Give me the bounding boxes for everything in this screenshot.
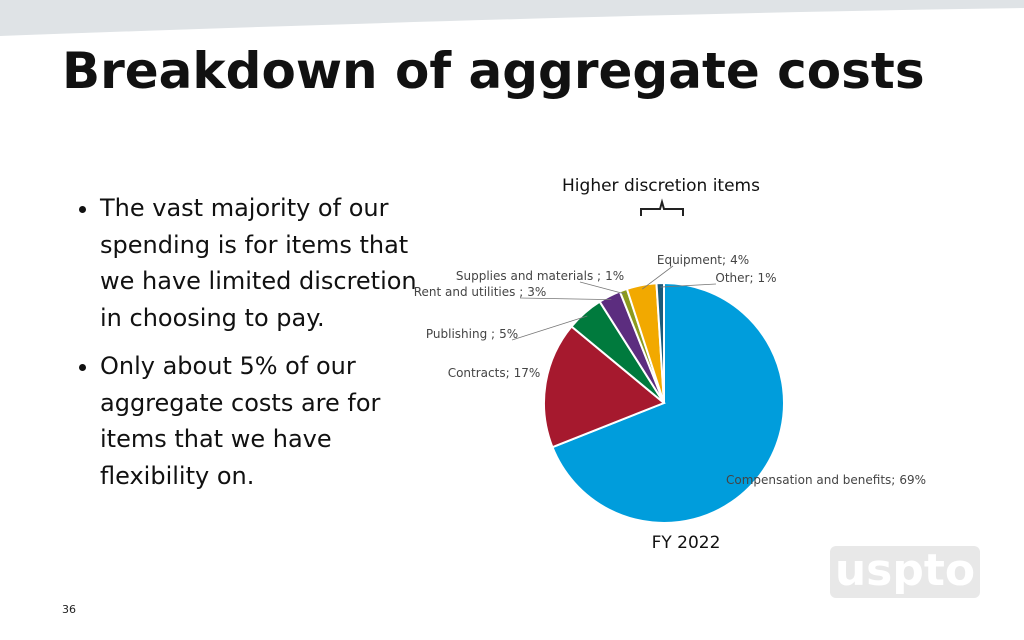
- pie-slice: [655, 281, 665, 404]
- data-label: Contracts; 17%: [448, 366, 541, 380]
- page-number: 36: [62, 603, 76, 616]
- data-label: Supplies and materials ; 1%: [456, 269, 624, 283]
- label-value: 1%: [758, 271, 777, 285]
- label-value: 4%: [730, 253, 749, 267]
- bracket: [640, 198, 684, 216]
- label-category: Equipment;: [657, 253, 726, 267]
- label-category: Contracts;: [448, 366, 510, 380]
- leader-line: [660, 283, 717, 288]
- data-label: Other; 1%: [715, 271, 776, 285]
- data-label: Rent and utilities ; 3%: [414, 285, 547, 299]
- slide-title: Breakdown of aggregate costs: [62, 42, 925, 100]
- data-label: Compensation and benefits; 69%: [726, 473, 926, 487]
- leader-line: [519, 297, 612, 301]
- annotation: Higher discretion items: [562, 176, 760, 196]
- top-band: [0, 0, 1024, 36]
- bullet: Only about 5% of our aggregate costs are…: [100, 348, 430, 494]
- data-label: Equipment; 4%: [657, 253, 749, 267]
- label-value: 1%: [605, 269, 624, 283]
- label-category: Other;: [715, 271, 753, 285]
- chart-title: FY 2022: [652, 533, 721, 553]
- label-value: 69%: [899, 473, 926, 487]
- label-category: Supplies and materials ;: [456, 269, 601, 283]
- bullet-list: The vast majority of our spending is for…: [62, 190, 430, 506]
- pie-slice: [551, 281, 785, 524]
- label-value: 17%: [514, 366, 541, 380]
- logo: uspto: [830, 546, 980, 598]
- pie-slice: [543, 325, 666, 449]
- label-value: 3%: [527, 285, 546, 299]
- label-value: 5%: [499, 327, 518, 341]
- bullet: The vast majority of our spending is for…: [100, 190, 430, 336]
- leader-line: [511, 315, 588, 341]
- leader-line: [642, 265, 674, 290]
- data-label: Publishing ; 5%: [426, 327, 518, 341]
- label-category: Publishing ;: [426, 327, 495, 341]
- label-category: Rent and utilities ;: [414, 285, 524, 299]
- leader-line: [579, 281, 625, 295]
- label-category: Compensation and benefits;: [726, 473, 895, 487]
